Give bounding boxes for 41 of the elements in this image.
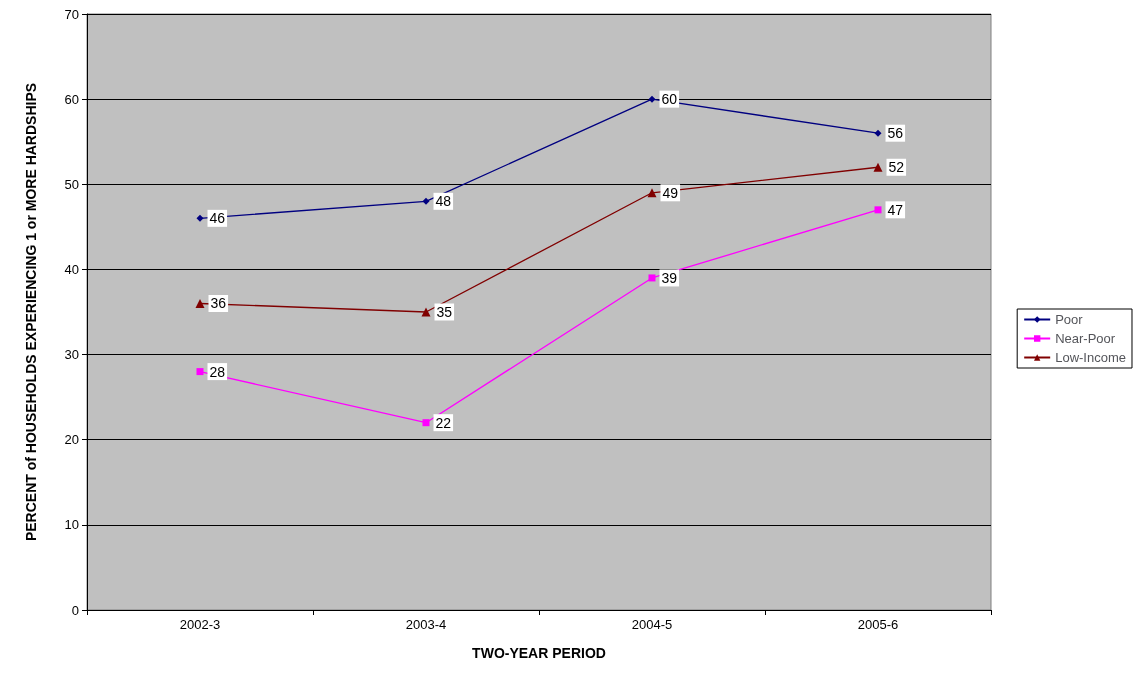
x-tick-label: 2002-3 bbox=[179, 617, 221, 632]
point bbox=[873, 162, 883, 172]
y-tick-label: 40 bbox=[64, 261, 79, 277]
data-label: 22 bbox=[435, 414, 452, 431]
point bbox=[422, 419, 430, 427]
point bbox=[196, 214, 204, 222]
y-tick-label: 50 bbox=[64, 176, 79, 192]
data-label: 39 bbox=[661, 269, 678, 286]
y-tick-label: 0 bbox=[71, 602, 79, 618]
point bbox=[648, 95, 656, 103]
data-label: 36 bbox=[210, 295, 227, 312]
legend-label: Poor bbox=[1055, 312, 1084, 327]
point bbox=[195, 298, 205, 308]
data-label: 47 bbox=[887, 201, 904, 218]
point bbox=[422, 197, 430, 205]
point bbox=[648, 274, 656, 282]
data-label: 46 bbox=[209, 210, 226, 227]
point bbox=[647, 188, 657, 198]
x-axis-title: TWO-YEAR PERIOD bbox=[472, 645, 606, 661]
x-tick-label: 2005-6 bbox=[857, 617, 899, 632]
point bbox=[421, 307, 431, 317]
data-label: 49 bbox=[662, 184, 679, 201]
point bbox=[874, 129, 882, 137]
y-tick-label: 10 bbox=[64, 517, 79, 533]
y-tick-label: 70 bbox=[64, 6, 79, 22]
data-label: 48 bbox=[435, 193, 452, 210]
point bbox=[874, 206, 882, 214]
data-label: 56 bbox=[887, 125, 904, 142]
y-tick-label: 60 bbox=[64, 91, 79, 107]
point bbox=[196, 368, 204, 376]
data-label: 60 bbox=[661, 91, 678, 108]
data-label: 52 bbox=[888, 159, 905, 176]
y-tick-label: 20 bbox=[64, 432, 79, 448]
data-label: 35 bbox=[436, 304, 453, 320]
y-tick-label: 30 bbox=[64, 347, 79, 363]
y-axis-title: PERCENT of HOUSEHOLDS EXPERIENCING 1 or MORE HARDSHIPS bbox=[22, 82, 39, 542]
x-tick-label: 2003-4 bbox=[405, 617, 447, 632]
data-label: 28 bbox=[209, 363, 226, 380]
x-tick-label: 2004-5 bbox=[631, 617, 673, 632]
legend-label: Low-Income bbox=[1055, 350, 1126, 365]
legend-label: Near-Poor bbox=[1055, 331, 1116, 346]
